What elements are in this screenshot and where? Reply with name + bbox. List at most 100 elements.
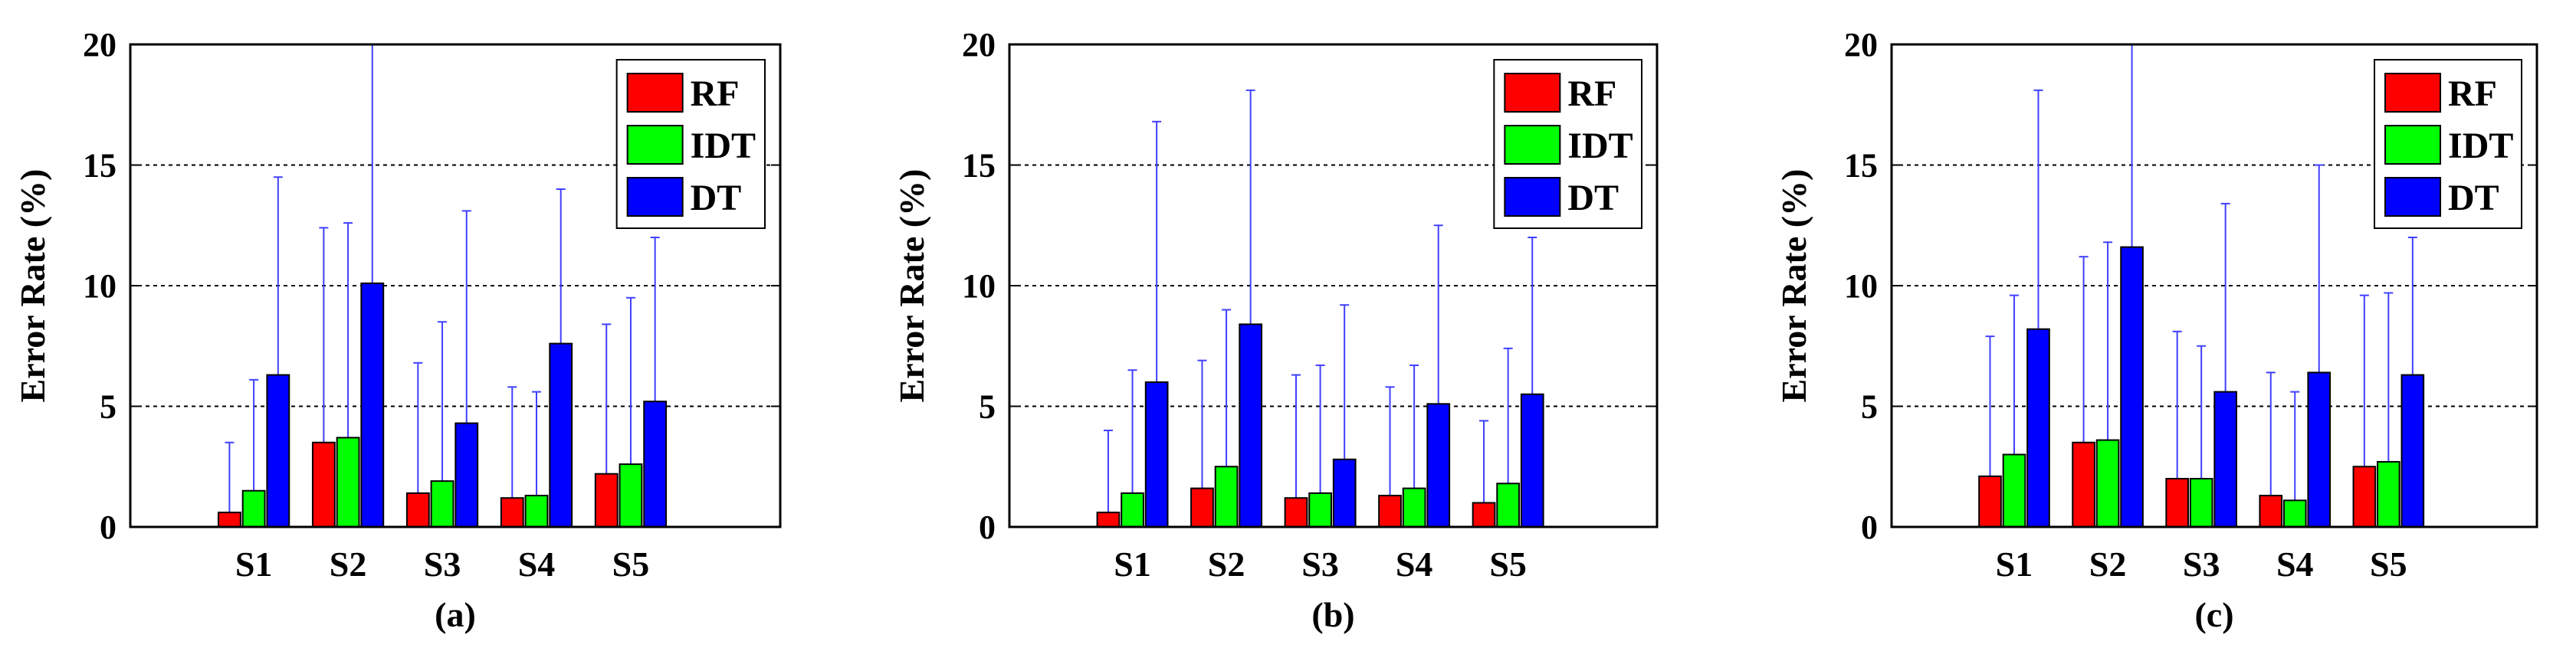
category-label: S1 xyxy=(1114,545,1151,584)
bar-idt-s1 xyxy=(241,489,266,528)
bar-rf-s2 xyxy=(311,441,336,528)
bar-dt-s1 xyxy=(1144,381,1169,528)
bar-dt-s4 xyxy=(549,342,573,528)
bar-idt-s1 xyxy=(2002,453,2026,528)
panel-caption: (c) xyxy=(2194,595,2233,634)
category-label: S4 xyxy=(518,545,556,584)
legend-swatch-rf xyxy=(626,73,684,113)
legend-swatch-dt xyxy=(2384,177,2442,217)
y-tick-label: 0 xyxy=(979,509,996,546)
legend-label-rf: RF xyxy=(1567,74,1616,114)
legend-swatch-idt xyxy=(626,125,684,165)
y-tick-label: 5 xyxy=(100,388,116,426)
category-label: S4 xyxy=(1396,545,1433,584)
legend-label-dt: DT xyxy=(2448,178,2499,218)
y-tick-label: 15 xyxy=(1844,147,1878,185)
category-label: S3 xyxy=(2183,545,2220,584)
legend-swatch-rf xyxy=(2384,73,2442,113)
bar-rf-s2 xyxy=(2072,441,2095,528)
bar-dt-s1 xyxy=(266,374,290,528)
y-tick-label: 5 xyxy=(1861,388,1878,426)
legend-swatch-dt xyxy=(1504,177,1561,217)
y-tick-label: 15 xyxy=(83,147,116,185)
category-label: S5 xyxy=(2370,545,2407,584)
category-label: S2 xyxy=(2089,545,2127,584)
legend-label-idt: IDT xyxy=(691,126,756,166)
category-label: S5 xyxy=(612,545,650,584)
bar-rf-s1 xyxy=(1096,512,1121,528)
legend-label-idt: IDT xyxy=(1567,126,1633,166)
y-tick-label: 20 xyxy=(962,26,996,64)
bar-idt-s4 xyxy=(1402,487,1426,528)
y-tick-label: 0 xyxy=(100,509,116,546)
chart-panel-1: S1 S2 S3 S4 S5 0 5 10 15 20 Error Rate (%) RF IDT DT (… xyxy=(13,26,782,634)
bar-dt-s5 xyxy=(2400,374,2425,528)
y-tick-label: 5 xyxy=(979,388,996,426)
bar-rf-s2 xyxy=(1190,487,1214,528)
bar-rf-s1 xyxy=(217,512,241,528)
chart-panel-2: S1 S2 S3 S4 S5 0 5 10 15 20 Error Rate (%) RF IDT DT (… xyxy=(892,26,1659,634)
legend-label-dt: DT xyxy=(1567,178,1619,218)
category-label: S3 xyxy=(1301,545,1339,584)
bar-dt-s5 xyxy=(643,401,668,528)
legend-swatch-dt xyxy=(626,177,684,217)
bar-rf-s3 xyxy=(1284,497,1308,528)
bar-idt-s5 xyxy=(2377,460,2400,528)
category-label: S2 xyxy=(1208,545,1245,584)
bar-idt-s4 xyxy=(524,495,549,528)
bar-dt-s3 xyxy=(1332,458,1357,528)
y-axis-label: Error Rate (%) xyxy=(1774,169,1813,403)
y-axis-label: Error Rate (%) xyxy=(13,169,52,403)
category-label: S3 xyxy=(424,545,461,584)
bar-idt-s3 xyxy=(1308,492,1332,528)
bar-idt-s4 xyxy=(2282,499,2307,528)
bar-idt-s1 xyxy=(1121,492,1144,528)
y-tick-label: 15 xyxy=(962,147,996,185)
legend-label-rf: RF xyxy=(691,74,740,114)
chart-panel-3: S1 S2 S3 S4 S5 0 5 10 15 20 Error Rate (%) RF IDT DT (… xyxy=(1774,26,2538,634)
bar-dt-s3 xyxy=(2213,391,2237,528)
category-label: S1 xyxy=(235,545,273,584)
bar-idt-s2 xyxy=(1214,466,1239,528)
bar-rf-s4 xyxy=(2259,495,2283,528)
bar-rf-s5 xyxy=(1472,502,1496,528)
legend-swatch-idt xyxy=(2384,125,2442,165)
bar-idt-s5 xyxy=(619,463,643,528)
category-label: S5 xyxy=(1489,545,1527,584)
bar-idt-s3 xyxy=(2189,478,2213,528)
bar-idt-s5 xyxy=(1496,483,1521,528)
panel-caption: (a) xyxy=(435,595,476,634)
bar-idt-s2 xyxy=(2095,439,2120,528)
panel-caption: (b) xyxy=(1311,595,1354,634)
y-tick-label: 10 xyxy=(83,267,116,305)
legend-swatch-rf xyxy=(1504,73,1561,113)
y-tick-label: 10 xyxy=(1844,267,1878,305)
y-tick-label: 0 xyxy=(1861,509,1878,546)
bar-rf-s4 xyxy=(1378,495,1402,528)
category-label: S2 xyxy=(330,545,367,584)
legend-swatch-idt xyxy=(1504,125,1561,165)
bar-rf-s5 xyxy=(2352,466,2377,528)
bar-idt-s2 xyxy=(336,437,360,528)
bar-dt-s4 xyxy=(1426,403,1451,528)
bar-rf-s3 xyxy=(405,492,430,528)
bar-dt-s2 xyxy=(1239,323,1263,528)
bar-idt-s3 xyxy=(430,480,454,528)
bar-dt-s5 xyxy=(1520,393,1544,528)
bar-rf-s1 xyxy=(1978,475,2002,528)
bar-dt-s2 xyxy=(360,282,385,528)
bar-dt-s2 xyxy=(2120,246,2144,528)
y-axis-label: Error Rate (%) xyxy=(892,169,931,403)
bar-rf-s4 xyxy=(500,497,524,528)
legend-label-dt: DT xyxy=(691,178,742,218)
bar-dt-s4 xyxy=(2307,371,2332,528)
category-label: S1 xyxy=(1996,545,2033,584)
y-tick-label: 20 xyxy=(83,26,116,64)
y-tick-label: 20 xyxy=(1844,26,1878,64)
category-label: S4 xyxy=(2276,545,2314,584)
y-tick-label: 10 xyxy=(962,267,996,305)
legend-label-idt: IDT xyxy=(2448,126,2513,166)
legend-label-rf: RF xyxy=(2448,74,2497,114)
bar-rf-s3 xyxy=(2165,478,2189,528)
